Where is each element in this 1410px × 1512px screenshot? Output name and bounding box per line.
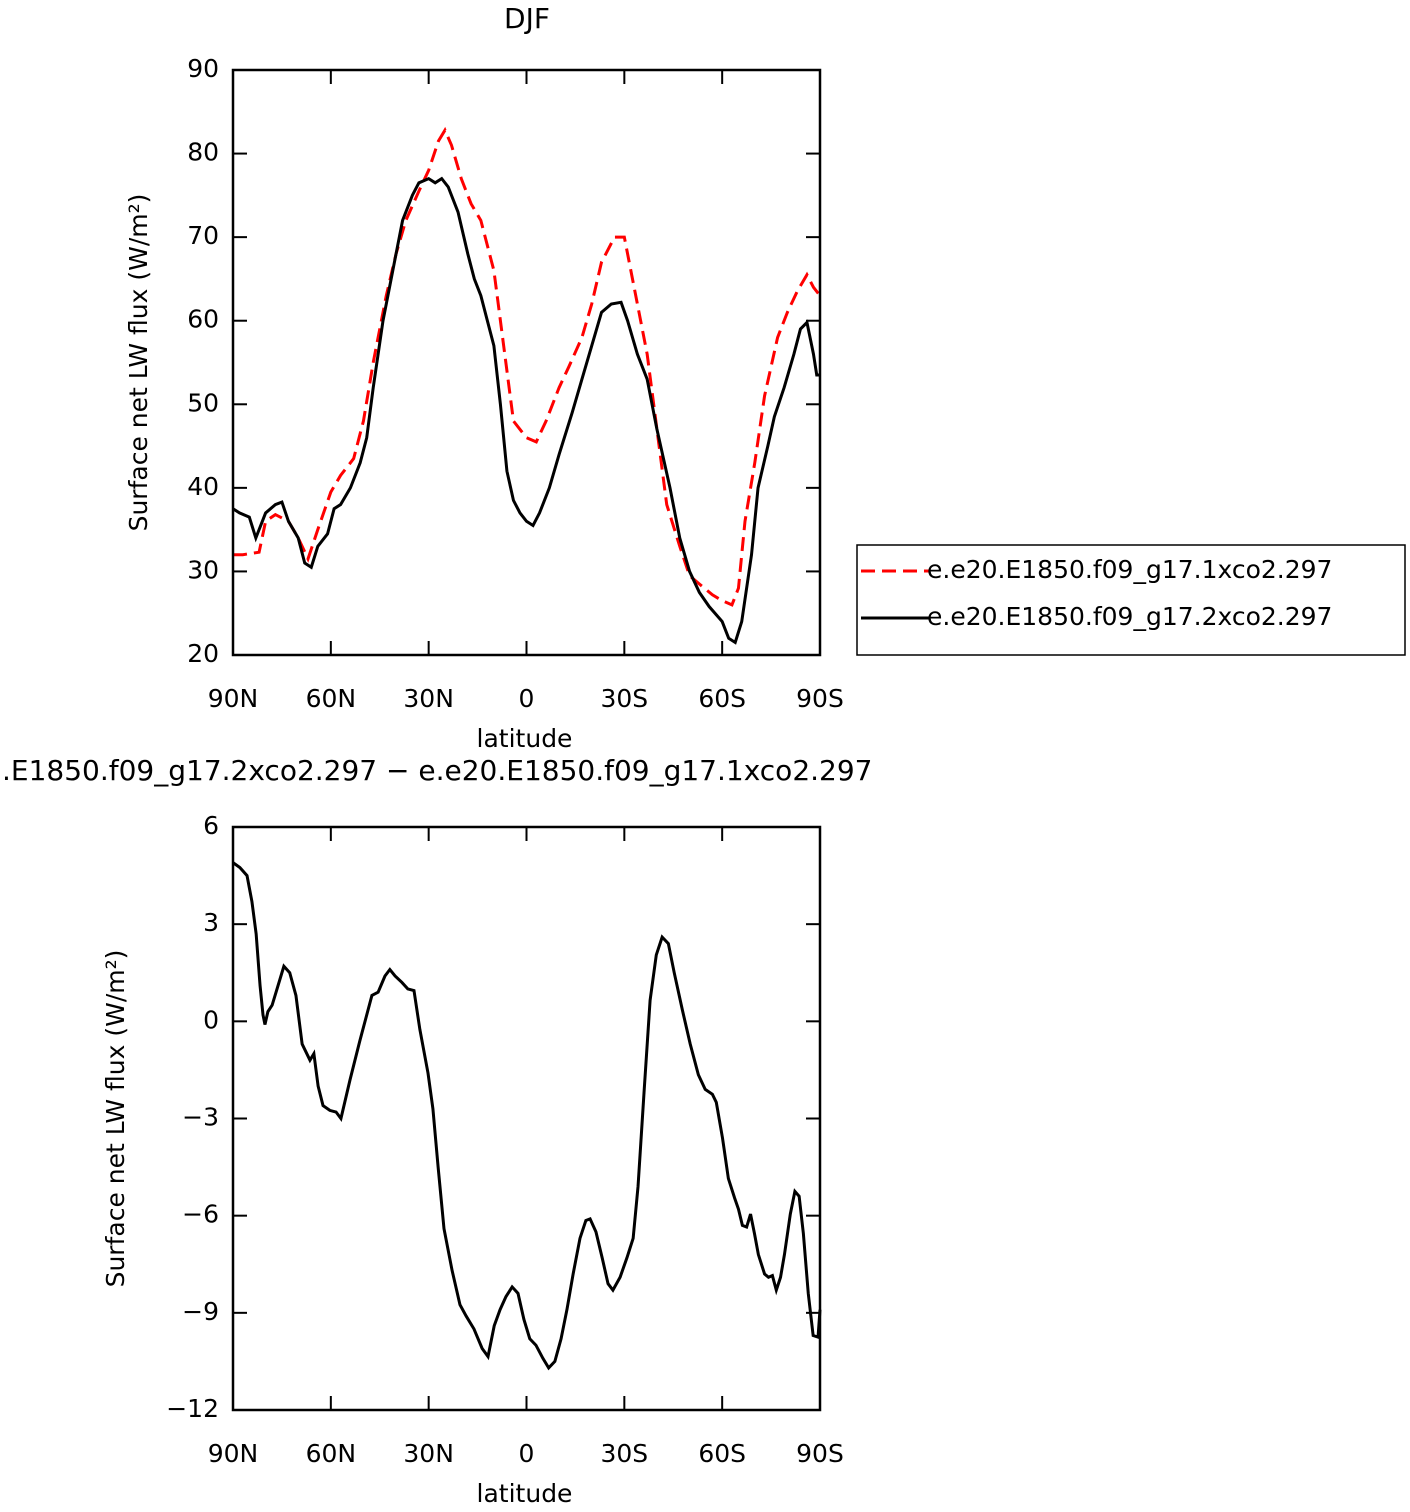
y-tick-label: 70 [187,221,219,250]
y-tick-label: 20 [187,639,219,668]
y-tick-label: 6 [203,811,219,840]
plot-frame [231,825,822,1412]
x-tick-label: 30S [600,1439,648,1468]
x-tick-label: 30N [403,1439,454,1468]
legend-label: e.e20.E1850.f09_g17.2xco2.297 [927,602,1332,631]
y-tick-label: 90 [187,54,219,83]
y-tick-label: −12 [166,1394,219,1423]
y-tick-label: −9 [182,1297,219,1326]
y-tick-label: 40 [187,472,219,501]
x-tick-label: 90S [796,1439,844,1468]
chart-title: .E1850.f09_g17.2xco2.297 − e.e20.E1850.f… [2,754,872,787]
y-tick-label: −6 [182,1200,219,1229]
data-line [232,861,822,1371]
plot-frame [231,68,822,657]
legend-box [856,544,1406,656]
y-tick-label: 30 [187,555,219,584]
y-axis-label: Surface net LW flux (W/m²) [124,194,153,532]
y-tick-label: 80 [187,138,219,167]
x-tick-label: 0 [519,684,535,713]
x-tick-label: 90N [208,684,259,713]
x-tick-label: 90S [796,684,844,713]
x-tick-label: 30N [403,684,454,713]
y-tick-label: 50 [187,388,219,417]
data-line [232,176,820,645]
data-line [233,126,822,607]
x-axis-label: latitude [477,1479,573,1508]
y-tick-label: 60 [187,305,219,334]
x-tick-label: 60S [698,1439,746,1468]
chart-title: DJF [504,2,550,35]
x-tick-label: 90N [208,1439,259,1468]
y-tick-label: 3 [203,908,219,937]
x-tick-label: 0 [519,1439,535,1468]
x-tick-label: 60N [306,1439,357,1468]
x-tick-label: 60S [698,684,746,713]
x-axis-label: latitude [477,724,573,753]
y-tick-label: 0 [203,1005,219,1034]
legend-label: e.e20.E1850.f09_g17.1xco2.297 [927,555,1332,584]
y-tick-label: −3 [182,1103,219,1132]
x-tick-label: 60N [306,684,357,713]
x-tick-label: 30S [600,684,648,713]
y-axis-label: Surface net LW flux (W/m²) [101,950,130,1288]
